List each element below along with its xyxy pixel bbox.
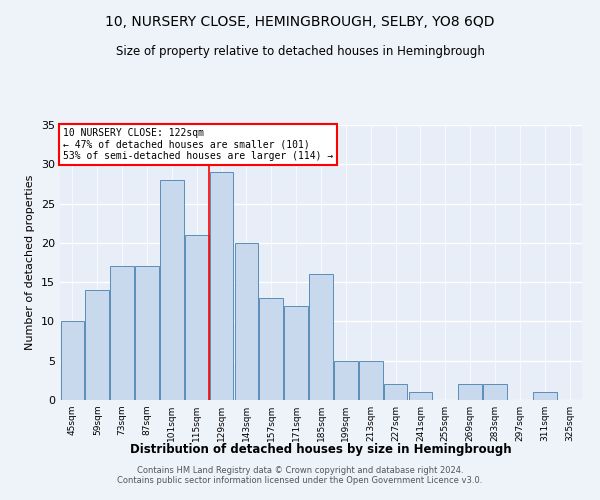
Bar xyxy=(409,392,432,400)
Bar xyxy=(483,384,507,400)
Bar xyxy=(334,360,358,400)
Text: Distribution of detached houses by size in Hemingbrough: Distribution of detached houses by size … xyxy=(130,442,512,456)
Bar xyxy=(210,172,233,400)
Bar xyxy=(259,298,283,400)
Y-axis label: Number of detached properties: Number of detached properties xyxy=(25,175,35,350)
Bar xyxy=(309,274,333,400)
Bar xyxy=(85,290,109,400)
Bar xyxy=(458,384,482,400)
Text: 10 NURSERY CLOSE: 122sqm
← 47% of detached houses are smaller (101)
53% of semi-: 10 NURSERY CLOSE: 122sqm ← 47% of detach… xyxy=(62,128,333,161)
Text: Contains HM Land Registry data © Crown copyright and database right 2024.
Contai: Contains HM Land Registry data © Crown c… xyxy=(118,466,482,485)
Text: 10, NURSERY CLOSE, HEMINGBROUGH, SELBY, YO8 6QD: 10, NURSERY CLOSE, HEMINGBROUGH, SELBY, … xyxy=(105,15,495,29)
Bar xyxy=(359,360,383,400)
Bar xyxy=(284,306,308,400)
Bar xyxy=(160,180,184,400)
Text: Size of property relative to detached houses in Hemingbrough: Size of property relative to detached ho… xyxy=(116,45,484,58)
Bar xyxy=(110,266,134,400)
Bar xyxy=(533,392,557,400)
Bar xyxy=(235,243,258,400)
Bar xyxy=(384,384,407,400)
Bar xyxy=(185,235,209,400)
Bar xyxy=(61,322,84,400)
Bar xyxy=(135,266,159,400)
